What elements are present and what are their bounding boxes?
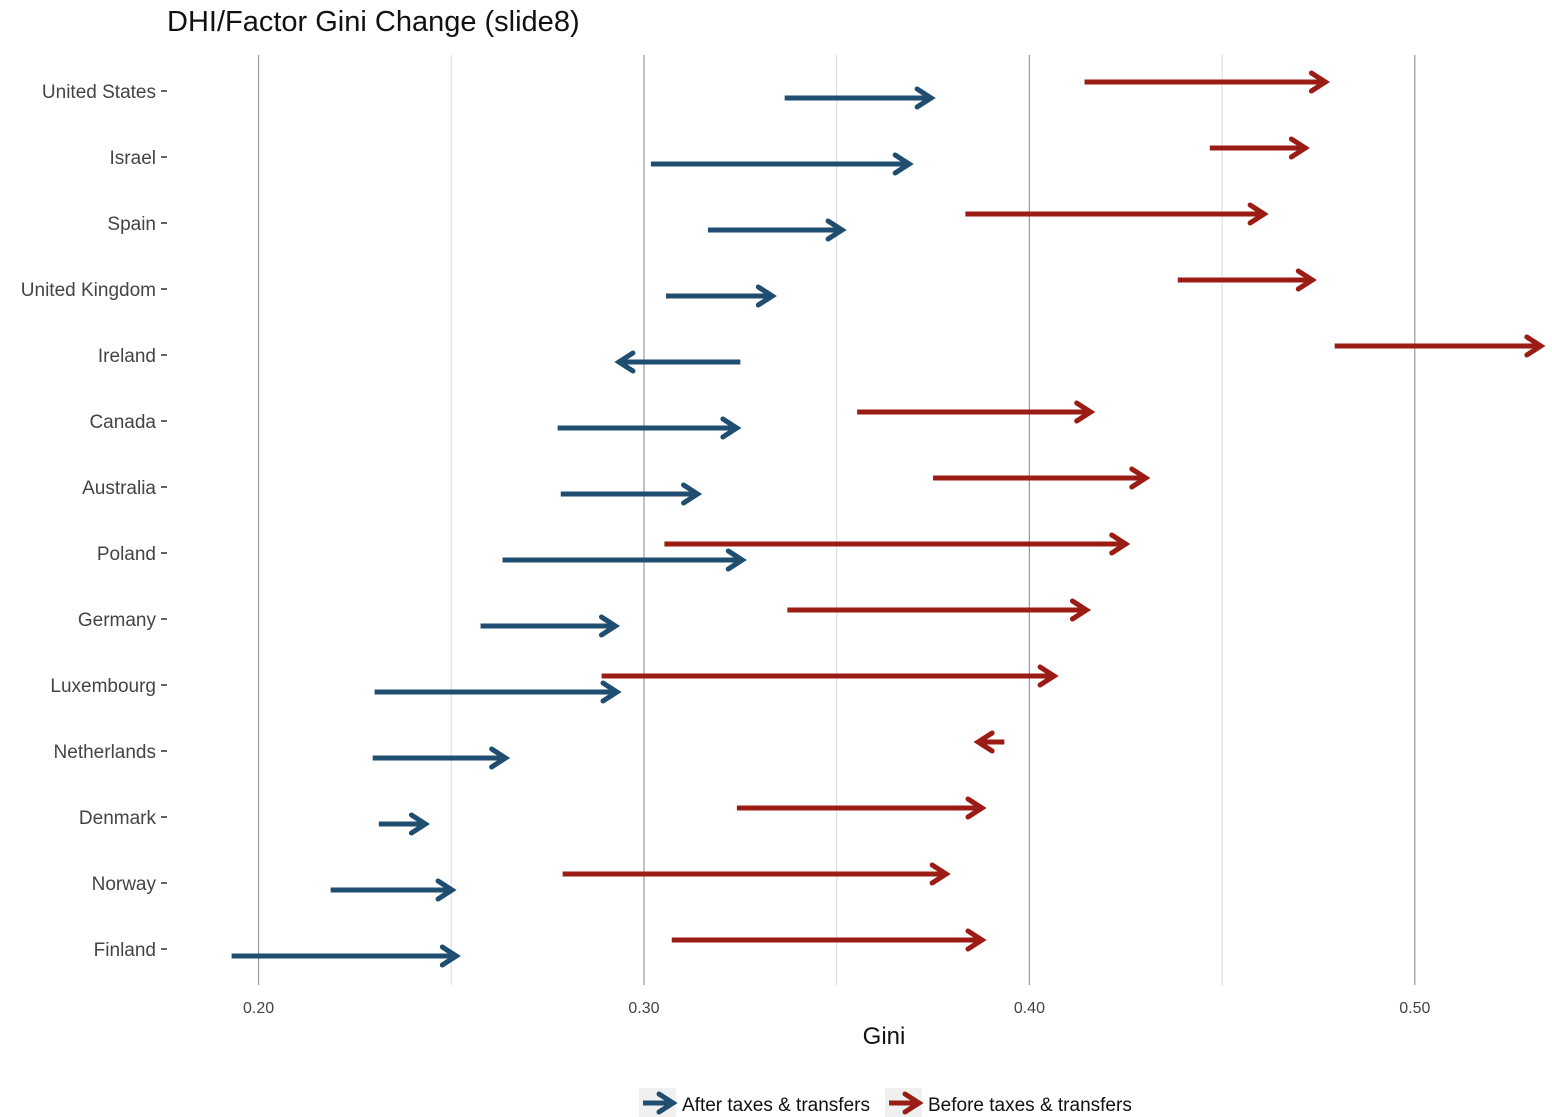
arrow-before [736,796,987,820]
category-label: Finland [94,940,156,961]
arrow-before [1084,70,1331,94]
arrow-after [560,482,703,506]
arrow-before [562,862,951,886]
category-label: Spain [107,214,156,235]
chart-title: DHI/Factor Gini Change (slide8) [167,6,580,38]
category-label: Australia [82,478,156,499]
legend: After taxes & transfers Before taxes & tr… [639,1088,1132,1117]
arrow-after [707,218,847,242]
x-tick-label: 0.20 [243,1000,274,1017]
category-label: Netherlands [54,742,156,763]
arrow-before [933,466,1151,490]
grid-lines [257,55,1416,985]
category-label: Ireland [98,346,156,367]
arrow-before [1334,334,1546,358]
arrow-after [374,680,622,704]
arrow-after [557,416,742,440]
x-tick-label: 0.30 [628,1000,659,1017]
arrow-before [1177,268,1317,292]
x-axis-labels: 0.20 0.30 0.40 0.50 [243,1000,1430,1017]
arrow-after [784,86,936,110]
legend-label: After taxes & transfers [682,1095,870,1116]
x-tick-label: 0.50 [1399,1000,1430,1017]
arrow-before [664,532,1131,556]
legend-key-arrow [889,1091,924,1115]
arrow-before [973,730,1005,754]
arrow-before [671,928,987,952]
y-axis-labels: United States Israel Spain United Kingdom Ir… [21,82,167,961]
category-label: Israel [110,148,156,169]
category-label: Luxembourg [50,676,156,697]
arrow-before [1209,136,1310,160]
legend-key-arrow [643,1091,678,1115]
legend-label: Before taxes & transfers [928,1095,1132,1116]
arrow-after [372,746,511,770]
arrow-after [480,614,621,638]
category-label: Denmark [79,808,157,829]
arrow-after [330,878,457,902]
arrow-after [378,812,431,836]
x-tick-label: 0.40 [1014,1000,1045,1017]
arrow-after [502,548,747,572]
category-label: United Kingdom [21,280,156,301]
category-label: Canada [89,412,156,433]
arrow-after [665,284,777,308]
category-label: United States [42,82,156,103]
arrow-before [601,664,1059,688]
arrow-after [650,152,914,176]
arrow-before [787,598,1092,622]
category-label: Norway [92,874,157,895]
arrow-before [965,202,1269,226]
arrow-before [857,400,1096,424]
arrow-after [231,944,461,968]
category-label: Poland [97,544,156,565]
arrow-after [614,350,741,374]
arrow-marks [231,70,1546,968]
x-axis-title: Gini [863,1023,906,1050]
category-label: Germany [78,610,157,631]
